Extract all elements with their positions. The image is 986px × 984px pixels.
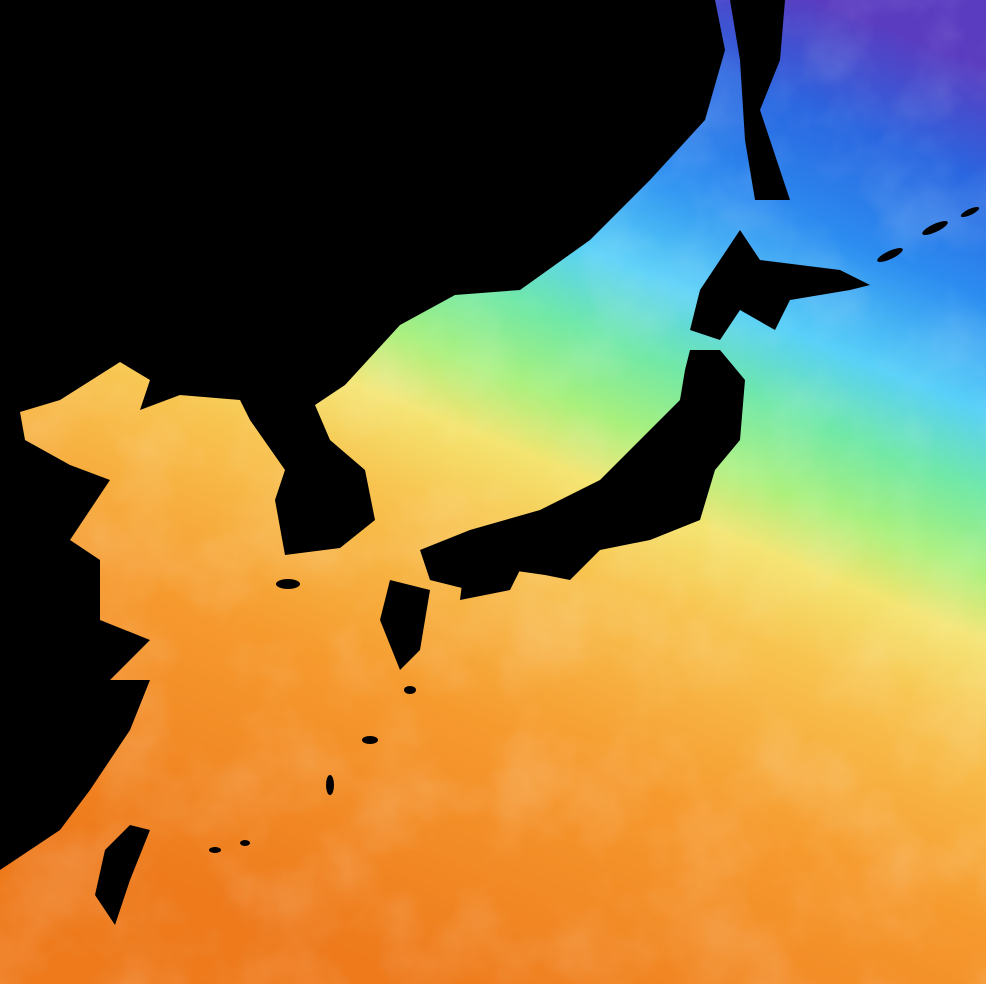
island	[240, 840, 250, 846]
island	[922, 221, 948, 235]
continent	[0, 0, 725, 870]
shikoku	[460, 560, 520, 600]
hokkaido	[690, 230, 870, 340]
island	[404, 686, 416, 694]
taiwan	[95, 825, 150, 925]
island	[326, 775, 334, 795]
island	[276, 579, 300, 589]
land	[0, 0, 980, 925]
island	[960, 206, 980, 218]
kyushu	[380, 580, 430, 670]
island	[362, 736, 378, 744]
island	[209, 847, 221, 853]
sakhalin	[730, 0, 790, 200]
island	[877, 248, 903, 262]
honshu	[420, 350, 745, 590]
